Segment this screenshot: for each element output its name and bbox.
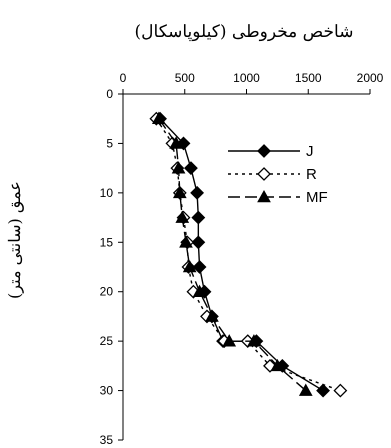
legend-label-r: R	[306, 166, 317, 183]
data-point-mf	[298, 383, 313, 396]
legend-marker-r	[257, 167, 271, 181]
y-tick-label: 5	[106, 136, 113, 150]
data-point-j	[190, 185, 205, 200]
legend-marker-mf	[257, 189, 271, 203]
y-axis-label: عمق (سانتی متر)	[5, 181, 24, 299]
legend-item-j: J	[228, 143, 314, 160]
x-tick-label: 1500	[295, 71, 322, 85]
chart-title: شاخص مخروطی (کیلوپاسکال)	[135, 22, 354, 42]
data-point-mf	[222, 334, 237, 347]
legend-label-mf: MF	[306, 189, 328, 206]
data-point-j	[192, 260, 207, 274]
x-tick-label: 1000	[233, 71, 260, 85]
data-point-mf	[247, 334, 261, 347]
plot-series	[149, 111, 348, 398]
data-point-j	[316, 383, 330, 398]
y-tick-label: 15	[100, 235, 114, 249]
data-point-mf	[205, 309, 219, 322]
y-tick-label: 30	[100, 384, 114, 398]
legend-box	[217, 140, 343, 216]
data-point-mf	[171, 161, 186, 174]
legend: JR MF	[217, 140, 343, 216]
data-point-mf	[175, 210, 190, 223]
data-point-j	[191, 210, 206, 225]
data-point-j	[191, 235, 206, 250]
data-point-r	[333, 383, 348, 398]
data-point-mf	[172, 185, 187, 199]
x-tick-label: 0	[120, 71, 127, 85]
data-point-mf	[169, 136, 183, 149]
y-tick-label: 0	[106, 87, 113, 101]
y-tick-label: 20	[100, 285, 114, 299]
data-point-j	[184, 161, 198, 176]
legend-item-r: R	[228, 166, 317, 183]
y-tick-label: 35	[100, 433, 114, 447]
x-tick-label: 2000	[357, 71, 384, 85]
legend-item-mf: MF	[228, 189, 328, 206]
data-point-mf	[270, 358, 285, 372]
y-tick-label: 10	[100, 186, 114, 200]
x-tick-label: 500	[175, 71, 195, 85]
series-mf	[151, 111, 313, 396]
data-point-mf	[182, 259, 197, 273]
y-tick-label: 25	[100, 334, 114, 348]
legend-label-j: J	[306, 143, 314, 160]
legend-marker-j	[257, 144, 271, 158]
data-point-mf	[192, 284, 207, 298]
data-point-mf	[151, 111, 166, 125]
axes: 0 500 1000 1500 2000 0 5 10 15 20 25 30 35	[100, 71, 384, 447]
data-point-mf	[179, 235, 193, 248]
